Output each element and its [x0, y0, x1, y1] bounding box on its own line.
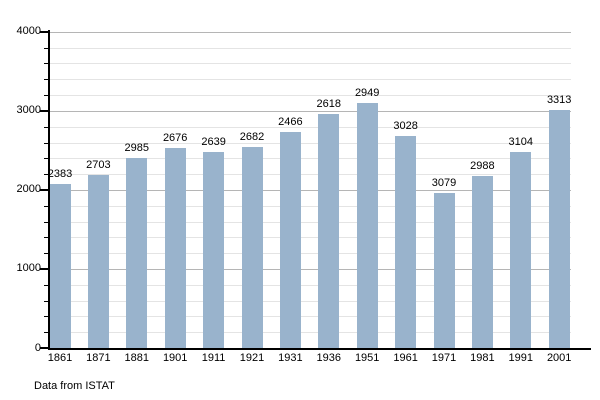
bar-value-label: 2682: [239, 131, 265, 144]
gridline-minor: [50, 47, 571, 49]
bar-1936: [318, 114, 340, 348]
y-tick-minor: [44, 332, 48, 334]
x-tick-label: 1911: [201, 352, 226, 364]
x-tick-label: 1901: [162, 352, 188, 364]
gridline-minor: [50, 126, 571, 128]
bar-value-label: 3079: [431, 177, 457, 190]
bar-1931: [279, 131, 301, 348]
y-tick-minor: [44, 142, 48, 144]
gridline-major: [50, 189, 571, 191]
gridline-minor: [50, 253, 571, 255]
x-tick-label: 1881: [124, 352, 150, 364]
x-tick-label: 1921: [239, 352, 265, 364]
bar-1881: [126, 158, 148, 348]
y-tick-minor: [44, 316, 48, 318]
gridline-minor: [50, 284, 571, 286]
y-tick-minor: [44, 237, 48, 239]
x-tick-label: 1931: [278, 352, 303, 364]
bar-value-label: 3313: [546, 94, 572, 107]
x-tick-label: 1971: [431, 352, 457, 364]
x-tick-label: 1991: [508, 352, 534, 364]
y-tick-major: [40, 347, 48, 349]
bar-1861: [49, 183, 71, 348]
y-tick-major: [40, 188, 48, 191]
bar-value-label: 2949: [354, 86, 380, 99]
y-tick-minor: [44, 126, 48, 128]
bar-1921: [241, 147, 263, 348]
bar-value-label: 2639: [201, 136, 226, 148]
bar-value-label: 2676: [162, 132, 188, 144]
bar-value-label: 2703: [86, 158, 111, 171]
bar-1911: [203, 152, 225, 348]
y-tick-minor: [44, 95, 48, 96]
bar-value-label: 2383: [47, 167, 73, 180]
y-tick-major: [40, 267, 48, 270]
y-tick-minor: [44, 158, 48, 160]
gridline-minor: [50, 95, 571, 96]
gridline-major: [50, 31, 571, 33]
bar-value-label: 3028: [393, 120, 418, 133]
bar-1961: [395, 136, 417, 348]
bar-1901: [164, 148, 186, 348]
bar-value-label: 2618: [316, 98, 342, 110]
x-tick-label: 1961: [393, 352, 418, 364]
gridline-minor: [50, 174, 571, 176]
bar-1991: [510, 152, 532, 348]
y-tick-minor: [44, 221, 48, 223]
bar-2001: [548, 110, 570, 348]
source-note: Data from ISTAT: [34, 380, 115, 392]
y-tick-minor: [44, 79, 48, 81]
gridline-minor: [50, 205, 571, 207]
x-tick-label: 2001: [546, 352, 572, 364]
gridline-minor: [50, 79, 571, 81]
y-tick-minor: [44, 300, 48, 302]
gridline-minor: [50, 63, 571, 65]
gridline-minor: [50, 300, 571, 302]
gridline-minor: [50, 237, 571, 239]
gridline-minor: [50, 332, 571, 334]
gridline-major: [50, 110, 571, 112]
gridline-minor: [50, 316, 571, 318]
y-tick-label: 3000: [16, 104, 41, 117]
x-tick-label: 1871: [86, 352, 111, 364]
y-axis-line: [48, 30, 50, 348]
x-tick-label: 1936: [316, 352, 342, 364]
bar-value-label: 2985: [124, 142, 150, 155]
gridline-minor: [50, 221, 571, 223]
y-tick-minor: [44, 174, 48, 176]
gridline-minor: [50, 142, 571, 144]
bar-value-label: 2466: [278, 115, 303, 128]
bar-1981: [471, 176, 493, 348]
bar-value-label: 3104: [508, 136, 534, 148]
x-axis-line: [48, 348, 591, 350]
x-tick-label: 1861: [47, 352, 73, 364]
x-tick-label: 1951: [354, 352, 380, 364]
bar-1871: [87, 174, 109, 348]
bar-value-label: 2988: [470, 160, 495, 173]
gridline-minor: [50, 158, 571, 160]
y-tick-label: 2000: [16, 183, 41, 196]
y-tick-minor: [44, 205, 48, 207]
y-tick-major: [40, 30, 48, 33]
x-tick-label: 1981: [470, 352, 495, 364]
gridline-major: [50, 268, 571, 270]
y-tick-minor: [44, 63, 48, 65]
y-tick-minor: [44, 284, 48, 286]
y-tick-major: [40, 109, 48, 112]
y-tick-minor: [44, 253, 48, 255]
bar-1951: [356, 102, 378, 348]
y-tick-minor: [44, 47, 48, 49]
y-tick-label: 0: [34, 341, 41, 354]
y-tick-label: 1000: [16, 262, 41, 275]
y-tick-label: 4000: [16, 25, 41, 38]
bar-1971: [433, 193, 455, 348]
